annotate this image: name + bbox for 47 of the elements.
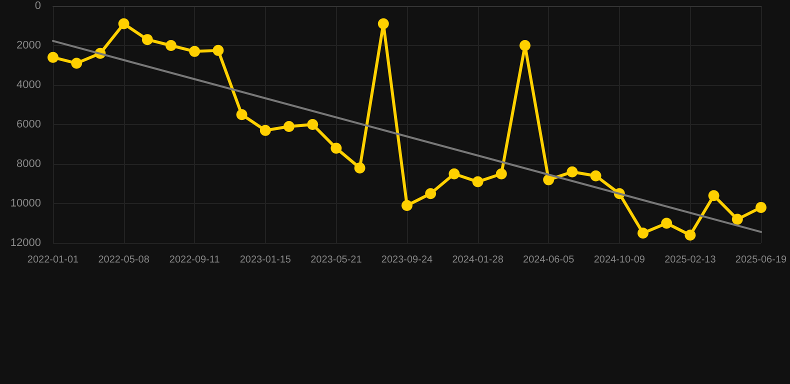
x-tick-label: 2024-01-28 bbox=[452, 254, 504, 266]
x-tick-label: 2022-09-11 bbox=[169, 254, 220, 266]
point bbox=[378, 18, 389, 30]
point bbox=[425, 188, 436, 200]
point bbox=[402, 200, 412, 211]
point bbox=[212, 44, 224, 56]
point bbox=[661, 218, 672, 229]
point bbox=[189, 46, 200, 57]
point bbox=[166, 40, 176, 51]
y-tick-label: 0 bbox=[34, 0, 41, 12]
x-tick-label: 2023-05-21 bbox=[310, 254, 362, 266]
point bbox=[236, 109, 248, 120]
x-tick-label: 2024-10-09 bbox=[594, 254, 646, 266]
point bbox=[48, 52, 58, 63]
point bbox=[118, 18, 130, 30]
y-tick-label: 12000 bbox=[10, 237, 41, 249]
x-tick-label: 2025-02-13 bbox=[664, 254, 716, 266]
point bbox=[520, 40, 530, 51]
point bbox=[543, 174, 554, 186]
point bbox=[472, 176, 484, 188]
y-tick-label: 2000 bbox=[16, 40, 41, 52]
x-tick-label: 2023-09-24 bbox=[381, 254, 434, 266]
y-tick-label: 8000 bbox=[16, 158, 41, 170]
point bbox=[284, 120, 294, 132]
point bbox=[590, 170, 602, 182]
point bbox=[260, 124, 271, 136]
point bbox=[756, 202, 766, 213]
point bbox=[142, 34, 153, 46]
point bbox=[732, 214, 743, 225]
point bbox=[354, 162, 366, 174]
point bbox=[448, 168, 460, 180]
x-tick-label: 2023-01-15 bbox=[240, 254, 292, 266]
x-tick-label: 2022-01-01 bbox=[27, 254, 80, 266]
point bbox=[330, 142, 342, 154]
point bbox=[684, 230, 696, 241]
y-tick-label: 6000 bbox=[16, 118, 41, 130]
y-tick-label: 4000 bbox=[16, 79, 41, 91]
point bbox=[638, 228, 648, 239]
x-tick-label: 2022-05-08 bbox=[98, 254, 150, 266]
point bbox=[307, 119, 318, 130]
point bbox=[708, 190, 720, 202]
point bbox=[496, 168, 507, 180]
point bbox=[566, 166, 578, 178]
x-tick-label: 2024-06-05 bbox=[523, 254, 575, 266]
point bbox=[71, 58, 82, 69]
y-tick-label: 10000 bbox=[10, 198, 41, 210]
x-tick-label: 2025-06-19 bbox=[735, 254, 788, 266]
